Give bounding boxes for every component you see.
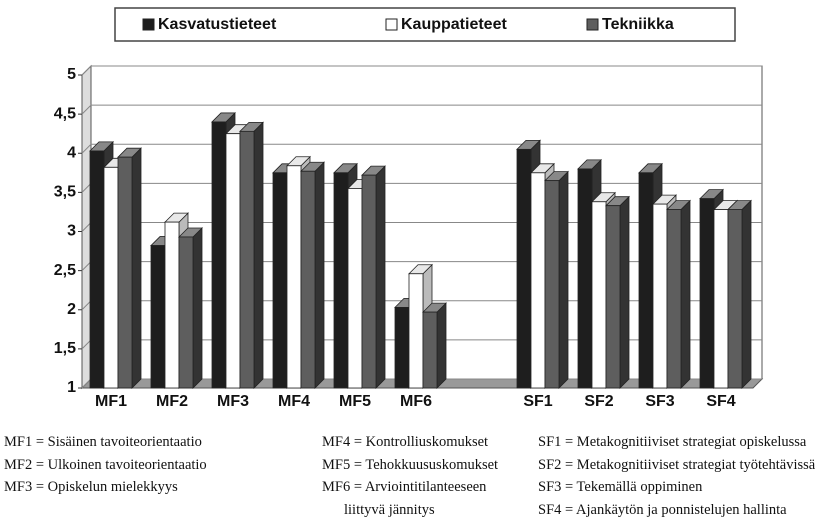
bar bbox=[272, 172, 288, 389]
x-tick-label: SF4 bbox=[706, 393, 735, 410]
x-tick-label: MF3 bbox=[217, 393, 249, 410]
legend-swatch bbox=[142, 18, 155, 31]
x-tick-label: MF2 bbox=[156, 393, 188, 410]
y-tick-label: 1,5 bbox=[54, 340, 76, 357]
y-tick-label: 3,5 bbox=[54, 184, 76, 201]
bar-side bbox=[131, 147, 142, 389]
legend-swatch bbox=[385, 18, 398, 31]
bar bbox=[89, 150, 105, 389]
bar bbox=[727, 209, 743, 389]
legend-swatch bbox=[586, 18, 599, 31]
bar bbox=[605, 205, 621, 389]
bar bbox=[239, 130, 255, 389]
legend-label: Kasvatustieteet bbox=[158, 16, 277, 33]
bar bbox=[300, 170, 316, 389]
y-tick-label: 4,5 bbox=[54, 105, 76, 122]
bar bbox=[333, 172, 349, 389]
bar-side bbox=[375, 165, 386, 389]
bar bbox=[225, 133, 241, 389]
chart: 1 1,5 2 2,5 3 3,5 4 4,5 5 MF1 MF2 MF3 MF4 MF5 MF6 SF1 SF… bbox=[54, 7, 764, 410]
bar-side bbox=[558, 170, 569, 389]
bar bbox=[394, 307, 410, 389]
grid-line bbox=[81, 104, 762, 115]
y-tick-label: 2 bbox=[67, 301, 76, 318]
x-tick-label: MF6 bbox=[400, 393, 432, 410]
x-tick-label: SF2 bbox=[584, 393, 613, 410]
notes-column: SF1 = Metakognitiiviset strategiat opisk… bbox=[538, 431, 815, 521]
bar-side bbox=[436, 302, 447, 389]
note: SF3 = Tekemällä oppiminen bbox=[538, 479, 703, 495]
y-tick-label: 4 bbox=[67, 144, 76, 161]
note: MF5 = Tehokkuususkomukset bbox=[322, 456, 499, 473]
bar bbox=[638, 172, 654, 389]
bar bbox=[408, 273, 424, 389]
legend-label: Kauppatieteet bbox=[401, 16, 507, 33]
bar-side bbox=[680, 199, 691, 389]
y-tick-label: 5 bbox=[67, 66, 76, 83]
bar bbox=[666, 209, 682, 389]
bar bbox=[713, 209, 729, 389]
bar bbox=[347, 188, 363, 389]
legend-label: Tekniikka bbox=[602, 16, 674, 33]
bar bbox=[361, 174, 377, 389]
note: MF2 = Ulkoinen tavoiteorientaatio bbox=[4, 456, 207, 473]
x-tick-label: MF5 bbox=[339, 393, 371, 410]
note: SF4 = Ajankäytön ja ponnistelujen hallin… bbox=[538, 501, 787, 518]
note: MF4 = Kontrolliuskomukset bbox=[322, 434, 489, 450]
note: SF1 = Metakognitiiviset strategiat opisk… bbox=[538, 434, 807, 450]
grid-line bbox=[81, 65, 762, 76]
bar-side bbox=[314, 161, 325, 389]
note: liittyvä jännitys bbox=[344, 501, 435, 518]
x-tick-label: SF1 bbox=[523, 393, 552, 410]
note: SF2 = Metakognitiiviset strategiat työte… bbox=[538, 456, 816, 473]
bar bbox=[150, 245, 166, 389]
bar bbox=[178, 236, 194, 389]
x-tick-label: SF3 bbox=[645, 393, 674, 410]
y-tick-label: 1 bbox=[67, 379, 76, 396]
bar bbox=[164, 221, 180, 389]
note: MF3 = Opiskelun mielekkyys bbox=[4, 479, 178, 495]
x-tick-label: MF1 bbox=[95, 393, 127, 410]
bar bbox=[103, 166, 119, 389]
bar bbox=[591, 201, 607, 389]
y-tick-label: 3 bbox=[67, 223, 76, 240]
bar bbox=[544, 180, 560, 389]
bar-side bbox=[619, 195, 630, 389]
bar-side bbox=[253, 121, 264, 389]
bar bbox=[530, 172, 546, 389]
bar bbox=[577, 168, 593, 389]
bar bbox=[652, 203, 668, 389]
note: MF1 = Sisäinen tavoiteorientaatio bbox=[4, 434, 202, 450]
bar bbox=[211, 121, 227, 389]
notes-column: MF4 = Kontrolliuskomukset MF5 = Tehokkuus… bbox=[322, 431, 498, 521]
y-tick-label: 2,5 bbox=[54, 262, 76, 279]
bar bbox=[516, 148, 532, 389]
bar bbox=[422, 311, 438, 389]
x-tick-label: MF4 bbox=[278, 393, 310, 410]
note: MF6 = Arviointitilanteeseen bbox=[322, 479, 487, 495]
bar bbox=[699, 198, 715, 389]
bar-side bbox=[741, 199, 752, 389]
legend-box bbox=[114, 7, 736, 42]
bar bbox=[117, 156, 133, 389]
notes-column: MF1 = Sisäinen tavoiteorientaatio MF2 = U… bbox=[4, 431, 207, 499]
bar-side bbox=[192, 227, 203, 389]
bar bbox=[286, 165, 302, 389]
